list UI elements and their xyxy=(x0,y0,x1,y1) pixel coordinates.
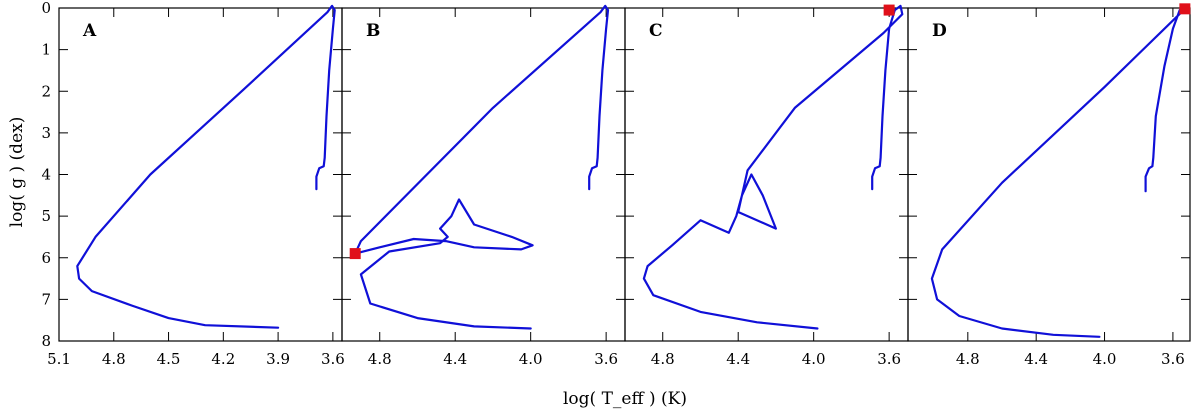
x-axis-title: log( T_eff ) (K) xyxy=(563,389,687,409)
x-tick-label: 4.8 xyxy=(651,350,675,368)
x-tick-label: 4.2 xyxy=(211,350,235,368)
track-line xyxy=(642,4,904,330)
red-square-marker xyxy=(883,4,895,16)
x-tick-label: 3.9 xyxy=(266,350,290,368)
panel-d: 4.8 4.4 4.0 3.6 D xyxy=(907,3,1191,368)
panel-label: D xyxy=(932,21,947,41)
x-tick-label: 4.4 xyxy=(726,350,750,368)
x-tick-label: 4.0 xyxy=(519,350,543,368)
x-tick-label: 3.6 xyxy=(877,350,901,368)
y-tick-label: 4 xyxy=(41,166,51,184)
x-tick-label: 3.6 xyxy=(321,350,345,368)
x-tick-label: 3.6 xyxy=(1161,350,1185,368)
track-line xyxy=(930,7,1186,338)
x-tick-label: 4.8 xyxy=(956,350,980,368)
panel-a: 5.1 4.8 4.5 4.2 3.9 3.6 A xyxy=(47,4,345,368)
y-tick-labels: 0 1 2 3 4 5 6 7 8 xyxy=(41,0,51,350)
y-tick-label: 3 xyxy=(41,124,51,142)
panel-label: A xyxy=(82,21,97,41)
track-line xyxy=(76,4,336,329)
x-tick-label: 4.8 xyxy=(368,350,392,368)
x-tick-label: 4.0 xyxy=(802,350,826,368)
panel-frame xyxy=(907,7,1191,342)
y-axis-title: log( g ) (dex) xyxy=(7,117,27,228)
panel-c: 4.8 4.4 4.0 3.6 C xyxy=(624,4,909,368)
red-square-marker xyxy=(1179,3,1191,15)
x-tick-label: 4.5 xyxy=(157,350,181,368)
panel-frame xyxy=(341,7,626,342)
y-tick-label: 0 xyxy=(41,0,51,17)
y-tick-label: 1 xyxy=(41,41,51,59)
x-tick-label: 3.6 xyxy=(594,350,618,368)
y-tick-label: 6 xyxy=(41,249,51,267)
panel-frame xyxy=(624,7,909,342)
x-tick-label: 4.4 xyxy=(1024,350,1048,368)
y-tick-label: 8 xyxy=(41,332,51,350)
track-line xyxy=(354,4,610,330)
y-tick-label: 7 xyxy=(41,290,51,308)
red-square-marker xyxy=(349,248,361,260)
x-tick-label: 4.4 xyxy=(443,350,467,368)
panel-label: B xyxy=(366,21,380,41)
panel-label: C xyxy=(649,21,663,41)
panel-frame xyxy=(58,7,343,342)
x-tick-label: 4.0 xyxy=(1093,350,1117,368)
x-tick-label: 4.8 xyxy=(102,350,126,368)
y-tick-label: 5 xyxy=(41,207,51,225)
y-tick-label: 2 xyxy=(41,82,51,100)
panel-b: 4.8 4.4 4.0 3.6 B xyxy=(341,4,626,368)
x-tick-label: 5.1 xyxy=(47,350,71,368)
panels: 5.1 4.8 4.5 4.2 3.9 3.6A4.8 4.4 4.0 3.6B4.8 4.4 4.… xyxy=(47,3,1191,368)
